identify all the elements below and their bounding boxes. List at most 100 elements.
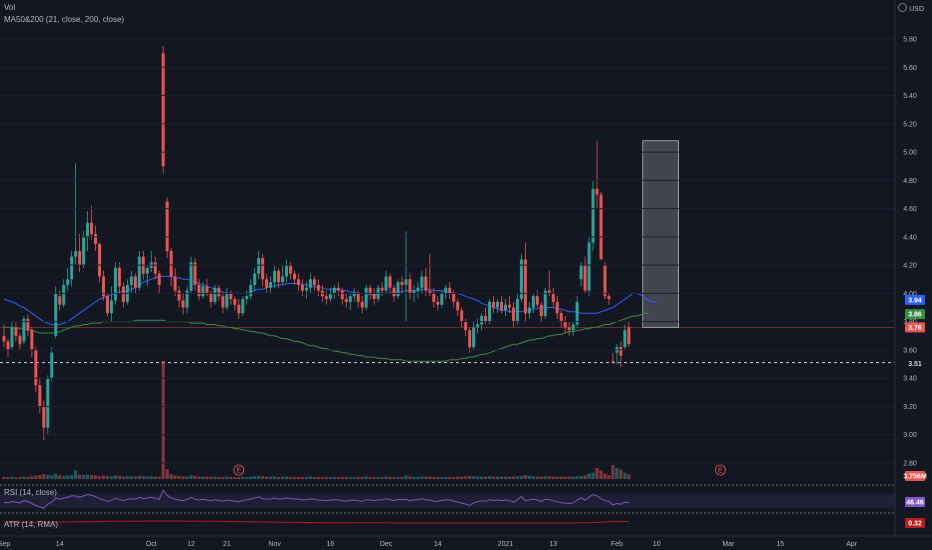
candle-body [515, 299, 519, 322]
volume-bar [436, 477, 440, 479]
volume-bar [277, 477, 281, 479]
candle-body [531, 296, 535, 308]
volume-bar [70, 475, 74, 479]
volume-bar [499, 476, 504, 479]
volume-bar [221, 477, 225, 479]
volume-bar [400, 477, 404, 479]
volume-bar [133, 476, 137, 479]
volume-bar [257, 475, 261, 479]
candle-body [575, 301, 579, 325]
volume-bar [217, 477, 221, 479]
volume-bar [237, 477, 241, 479]
candle-body [50, 352, 54, 379]
volume-bar [579, 475, 583, 479]
volume-bar [201, 476, 205, 479]
candle-body [611, 361, 615, 363]
candle-body [101, 276, 105, 297]
volume-bar [332, 477, 336, 479]
earnings-marker-label: E [718, 468, 723, 475]
volume-bar [607, 475, 611, 479]
candle-body [249, 284, 253, 297]
candle-body [161, 53, 165, 167]
candle-body [404, 279, 408, 285]
candle-body [109, 300, 113, 314]
volume-bar [531, 476, 535, 479]
volume-bar [165, 469, 169, 479]
volume-bar [14, 477, 18, 479]
volume-bar [292, 477, 297, 479]
candle-body [496, 301, 500, 308]
volume-bar [599, 470, 603, 479]
target-box-layer[interactable] [642, 140, 680, 328]
candle-body [133, 276, 137, 288]
candle-body [58, 296, 62, 305]
time-axis: Sep 14 Oct 12 21 Nov 16 Dec 14 2021 13 Feb 10 Mar 15 Ap… [0, 535, 932, 548]
candle-body [324, 296, 328, 300]
candle-body [312, 279, 316, 285]
candle-body [201, 286, 205, 297]
candle-body [165, 201, 169, 251]
atr-value-tag-bg [905, 518, 925, 528]
candle-body [269, 282, 273, 288]
volume-bar [169, 474, 173, 479]
price-tick-label: 5.20 [903, 121, 917, 128]
candle-body [189, 262, 193, 291]
candle-body [579, 265, 583, 280]
candle-body [117, 267, 121, 287]
candle-body [273, 270, 277, 283]
candle-body [209, 293, 213, 302]
candle-body [424, 276, 428, 291]
target-box[interactable] [642, 140, 680, 328]
candle-body [619, 347, 623, 356]
volume-bar [380, 477, 384, 479]
candle-body [82, 236, 86, 266]
candle-body [627, 327, 631, 345]
candle-body [440, 293, 444, 305]
candle-body [253, 273, 257, 285]
earnings-marker-icon[interactable] [233, 464, 245, 476]
candle-body [599, 194, 603, 260]
price-tick-label: 3.20 [903, 404, 917, 411]
volume-bar [503, 476, 508, 479]
volume-bar [300, 477, 305, 479]
volume-settings-icon[interactable] [898, 3, 907, 12]
candle-body [265, 279, 269, 288]
volume-bar [233, 477, 237, 479]
volume-bar [54, 473, 58, 479]
volume-bar [448, 477, 452, 479]
volume-bar [121, 476, 125, 479]
price-tick-label: 5.00 [903, 150, 917, 157]
earnings-marker-icon[interactable] [714, 464, 726, 476]
volume-bar [6, 477, 10, 479]
volume-bar [225, 476, 229, 479]
volume-bar [440, 477, 444, 479]
atr-line [3, 520, 629, 524]
time-tick-label: 13 [549, 541, 557, 548]
candle-body [583, 265, 587, 291]
volume-bar [563, 476, 567, 479]
candle-body [380, 287, 384, 291]
candle-body [607, 296, 611, 300]
candle-body [535, 296, 539, 305]
time-tick-label: Oct [146, 541, 157, 548]
volume-bar [316, 477, 321, 479]
candle-body [468, 330, 472, 348]
volume-bar [368, 477, 372, 479]
volume-bar [324, 477, 328, 479]
candle-body [221, 296, 225, 308]
price-tick-label: 3.60 [903, 347, 917, 354]
volume-bar [360, 477, 364, 479]
volume-bar [97, 475, 102, 479]
candle-body [316, 284, 320, 291]
volume-bar [85, 474, 90, 479]
candle-body [336, 287, 340, 291]
volume-bar [396, 477, 400, 479]
candle-body [507, 304, 511, 308]
volume-bar [177, 475, 181, 479]
candle-body [30, 330, 34, 350]
volume-bar [113, 475, 118, 479]
volume-bar [424, 476, 428, 479]
volume-bar [197, 476, 201, 479]
